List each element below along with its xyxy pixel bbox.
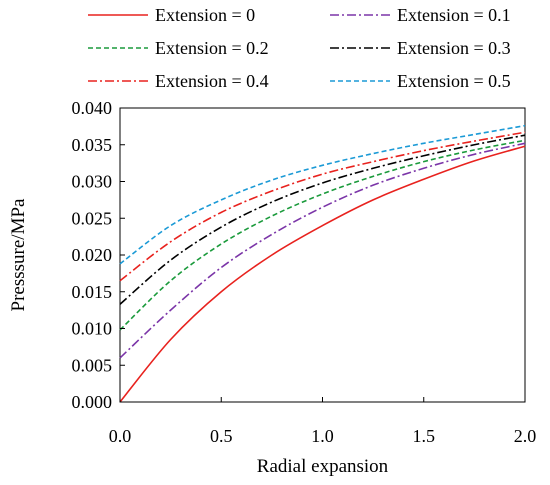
series-line-3	[119, 134, 526, 305]
x-tick-label: 2.0	[514, 426, 537, 446]
legend-entry: Extension = 0.1	[397, 5, 511, 25]
y-axis: 0.000 0.005 0.010 0.015 0.020 0.025 0.030 0.035…	[72, 98, 125, 412]
y-tick-label: 0.020	[72, 245, 113, 265]
x-tick-label: 1.5	[413, 426, 436, 446]
legend: Extension = 0 Extension = 0.1 Extension = …	[88, 5, 511, 91]
series-line-5	[119, 124, 526, 265]
legend-entry: Extension = 0.3	[397, 38, 511, 58]
y-tick-label: 0.035	[72, 135, 113, 155]
y-tick-label: 0.010	[72, 319, 113, 339]
x-tick-label: 0.0	[109, 426, 132, 446]
series-line-0	[119, 145, 526, 403]
legend-entry: Extension = 0.5	[397, 71, 511, 91]
y-tick-label: 0.005	[72, 355, 113, 375]
y-tick-label: 0.030	[72, 172, 113, 192]
series-line-1	[119, 142, 526, 359]
y-tick-label: 0.015	[72, 282, 113, 302]
x-tick-label: 0.5	[210, 426, 233, 446]
legend-entry: Extension = 0	[155, 5, 255, 25]
series-line-2	[119, 139, 526, 331]
y-tick-label: 0.000	[72, 392, 113, 412]
legend-entry: Extension = 0.2	[155, 38, 269, 58]
y-tick-label: 0.025	[72, 208, 113, 228]
series-line-4	[119, 131, 526, 282]
x-axis-title: Radial expansion	[257, 456, 389, 477]
legend-entry: Extension = 0.4	[155, 71, 269, 91]
x-tick-label: 1.0	[311, 426, 334, 446]
series-layer	[119, 124, 526, 403]
y-tick-label: 0.040	[72, 98, 113, 118]
y-axis-title: Presssure/MPa	[8, 198, 29, 312]
x-axis: 0.0 0.5 1.0 1.5 2.0	[109, 397, 537, 446]
